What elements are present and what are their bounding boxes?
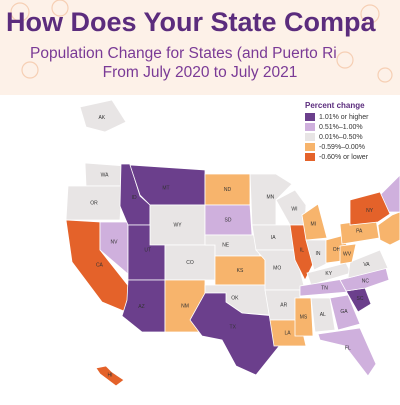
state-shape (301, 203, 328, 241)
state-label: NY (366, 208, 374, 214)
state-label: OR (90, 200, 98, 206)
state-label: HI (108, 373, 113, 379)
state-label: GA (340, 309, 348, 315)
state-shape (189, 292, 281, 376)
subtitle: Population Change for States (and Puerto… (30, 45, 337, 62)
state-label: KS (237, 268, 244, 274)
state-shape (347, 249, 389, 279)
legend-swatch (305, 123, 315, 131)
state-label: MO (273, 265, 281, 271)
state-shape (65, 185, 123, 221)
state-shape (294, 297, 314, 337)
state-shape (377, 211, 400, 246)
header-decoration (10, 0, 393, 83)
state-label: MS (300, 314, 308, 320)
state-label: SD (225, 217, 232, 223)
state-label: IL (300, 247, 304, 253)
state-label: OH (333, 247, 341, 253)
state-label: NV (111, 239, 119, 245)
state-shape (329, 294, 361, 331)
legend-swatch (305, 113, 315, 121)
legend-title: Percent change (305, 101, 365, 110)
legend-label: 1.01% or higher (319, 114, 369, 121)
state-shape (310, 297, 336, 333)
legend-swatch (305, 153, 315, 161)
state-label: ID (132, 195, 137, 201)
state-label: VA (363, 262, 370, 268)
state-label: MT (162, 185, 169, 191)
state-label: WA (101, 173, 110, 179)
state-label: NM (181, 303, 189, 309)
state-label: TN (321, 285, 328, 291)
state-label: LA (284, 330, 291, 336)
legend-label: 0.01%–0.50% (319, 134, 363, 141)
legend-label: -0.60% or lower (319, 154, 369, 161)
subtitle: From July 2020 to July 2021 (103, 64, 298, 81)
state-label: CO (186, 260, 194, 266)
state-shape (349, 191, 391, 226)
state-label: WI (291, 206, 297, 212)
legend-label: -0.59%–0.00% (319, 144, 365, 151)
state-label: WY (173, 222, 182, 228)
state-label: UT (144, 247, 151, 253)
state-shape (317, 327, 377, 377)
state-shape (305, 239, 327, 271)
state-label: IN (316, 251, 321, 257)
state-shape (339, 243, 357, 265)
state-label: TX (230, 325, 237, 331)
state-label: IA (271, 235, 276, 241)
state-shape (79, 99, 127, 133)
state-label: AR (280, 302, 287, 308)
state-shape (95, 365, 125, 387)
map: AK WA OR CA NV ID MT WY UT CO AZ NM ND SD NE KS OK TX MN IA… (65, 99, 400, 387)
state-label: MN (266, 194, 274, 200)
legend-label: 0.51%–1.00% (319, 124, 363, 131)
state-label: AK (98, 115, 105, 121)
state-label: MI (310, 222, 316, 228)
state-label: WV (343, 251, 352, 257)
state-label: AL (320, 312, 326, 318)
state-label: NE (222, 243, 230, 249)
state-label: FL (345, 345, 351, 351)
state-label: PA (356, 229, 363, 235)
legend-swatch (305, 143, 315, 151)
state-label: KY (325, 271, 332, 277)
state-label: SC (357, 296, 364, 302)
legend-swatch (305, 133, 315, 141)
state-label: NC (362, 279, 370, 285)
state-label: ND (224, 187, 232, 193)
state-label: OK (231, 295, 239, 301)
state-label: CA (96, 262, 104, 268)
header-band (0, 0, 400, 95)
state-label: AZ (138, 304, 144, 310)
title: How Does Your State Compa (6, 7, 377, 37)
